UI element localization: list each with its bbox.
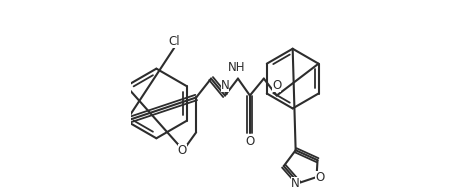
Text: N: N [291, 177, 299, 190]
Text: NH: NH [228, 61, 245, 74]
Text: O: O [245, 135, 254, 148]
Text: O: O [177, 144, 187, 157]
Text: N: N [220, 79, 229, 92]
Text: O: O [314, 171, 324, 184]
Text: Cl: Cl [168, 35, 180, 48]
Text: O: O [272, 79, 281, 92]
